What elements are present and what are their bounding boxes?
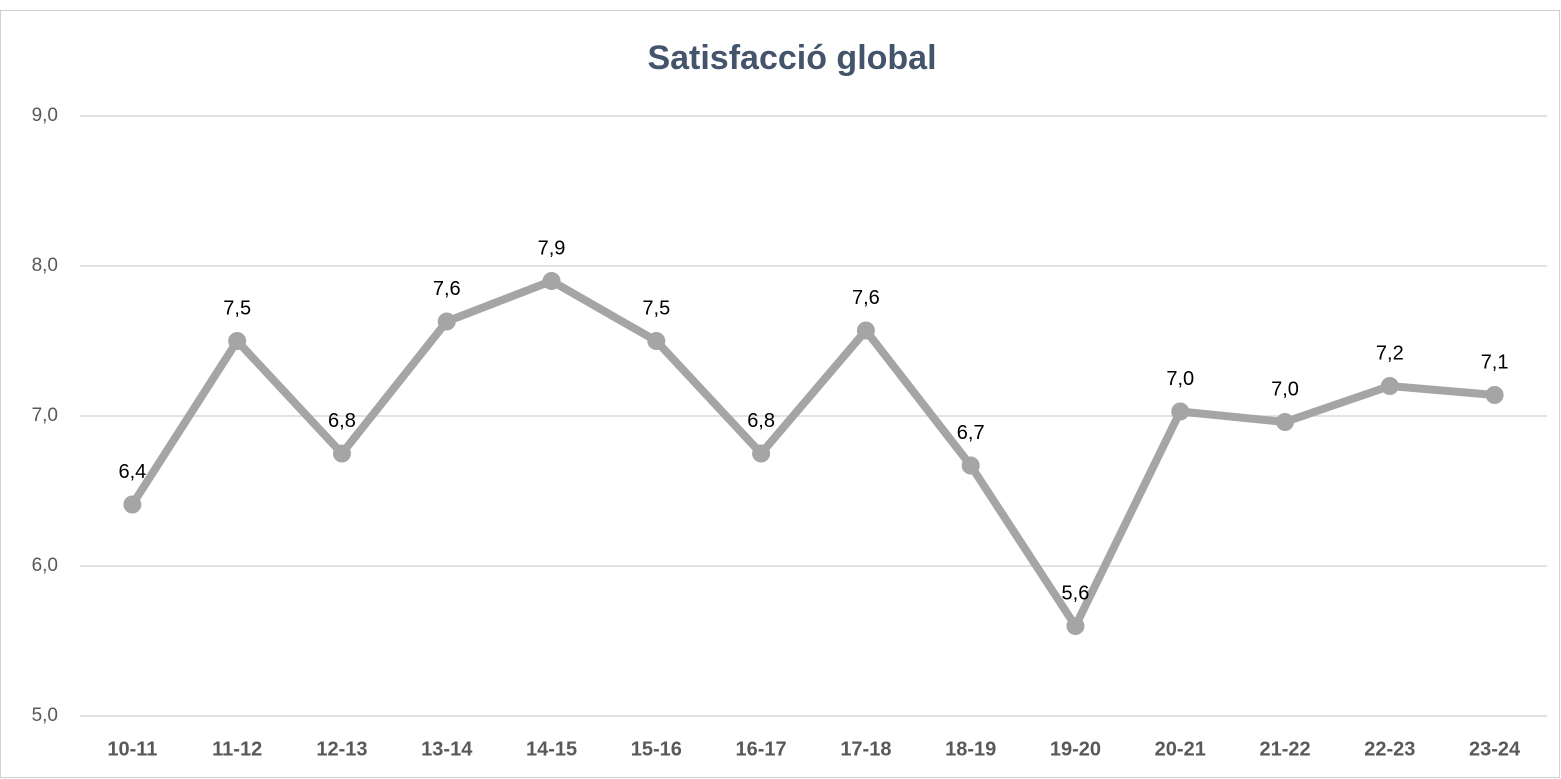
x-tick-label: 16-17 bbox=[736, 738, 787, 760]
x-tick-label: 23-24 bbox=[1469, 738, 1521, 760]
data-label: 7,6 bbox=[852, 287, 880, 309]
data-point bbox=[856, 321, 875, 340]
x-tick-label: 10-11 bbox=[107, 738, 157, 760]
x-tick-label: 22-23 bbox=[1364, 738, 1415, 760]
data-point bbox=[123, 495, 142, 514]
x-tick-label: 17-18 bbox=[840, 738, 891, 760]
y-tick-label: 8,0 bbox=[32, 255, 58, 276]
x-tick-label: 21-22 bbox=[1259, 738, 1310, 760]
x-tick-label: 19-20 bbox=[1050, 738, 1101, 760]
y-tick-label: 7,0 bbox=[32, 405, 58, 426]
chart-title: Satisfacció global bbox=[647, 39, 936, 77]
data-point bbox=[961, 456, 980, 475]
x-tick-label: 14-15 bbox=[526, 738, 577, 760]
chart-border bbox=[0, 10, 1560, 778]
data-point bbox=[1066, 617, 1085, 635]
x-tick-label: 13-14 bbox=[421, 738, 473, 760]
data-label: 7,9 bbox=[538, 237, 566, 259]
data-label: 7,2 bbox=[1376, 342, 1404, 364]
y-tick-label: 5,0 bbox=[32, 705, 58, 726]
data-label: 7,5 bbox=[642, 297, 670, 319]
data-label: 7,0 bbox=[1271, 378, 1299, 400]
data-point bbox=[1276, 413, 1295, 431]
data-point bbox=[437, 312, 456, 331]
data-point bbox=[332, 444, 351, 463]
data-label: 6,7 bbox=[957, 422, 985, 444]
data-point bbox=[1171, 402, 1190, 421]
data-point bbox=[542, 272, 561, 290]
y-tick-label: 9,0 bbox=[32, 105, 58, 126]
data-label: 7,0 bbox=[1166, 368, 1194, 390]
data-label: 6,8 bbox=[747, 410, 775, 432]
x-tick-label: 15-16 bbox=[631, 738, 682, 760]
data-label: 7,1 bbox=[1481, 351, 1509, 373]
data-point bbox=[1380, 377, 1399, 395]
data-point bbox=[228, 332, 247, 350]
x-tick-label: 11-12 bbox=[212, 738, 262, 760]
x-tick-label: 20-21 bbox=[1155, 738, 1206, 760]
data-label: 6,8 bbox=[328, 410, 356, 432]
data-point bbox=[1485, 386, 1504, 404]
data-label: 6,4 bbox=[118, 461, 146, 483]
x-tick-label: 12-13 bbox=[316, 738, 367, 760]
data-label: 7,5 bbox=[223, 297, 251, 319]
data-point bbox=[647, 332, 666, 350]
y-tick-label: 6,0 bbox=[32, 555, 58, 576]
data-label: 7,6 bbox=[433, 278, 461, 300]
data-label: 5,6 bbox=[1062, 582, 1090, 604]
data-point bbox=[752, 444, 771, 463]
series-line bbox=[129, 277, 1495, 630]
x-tick-label: 18-19 bbox=[945, 738, 996, 760]
